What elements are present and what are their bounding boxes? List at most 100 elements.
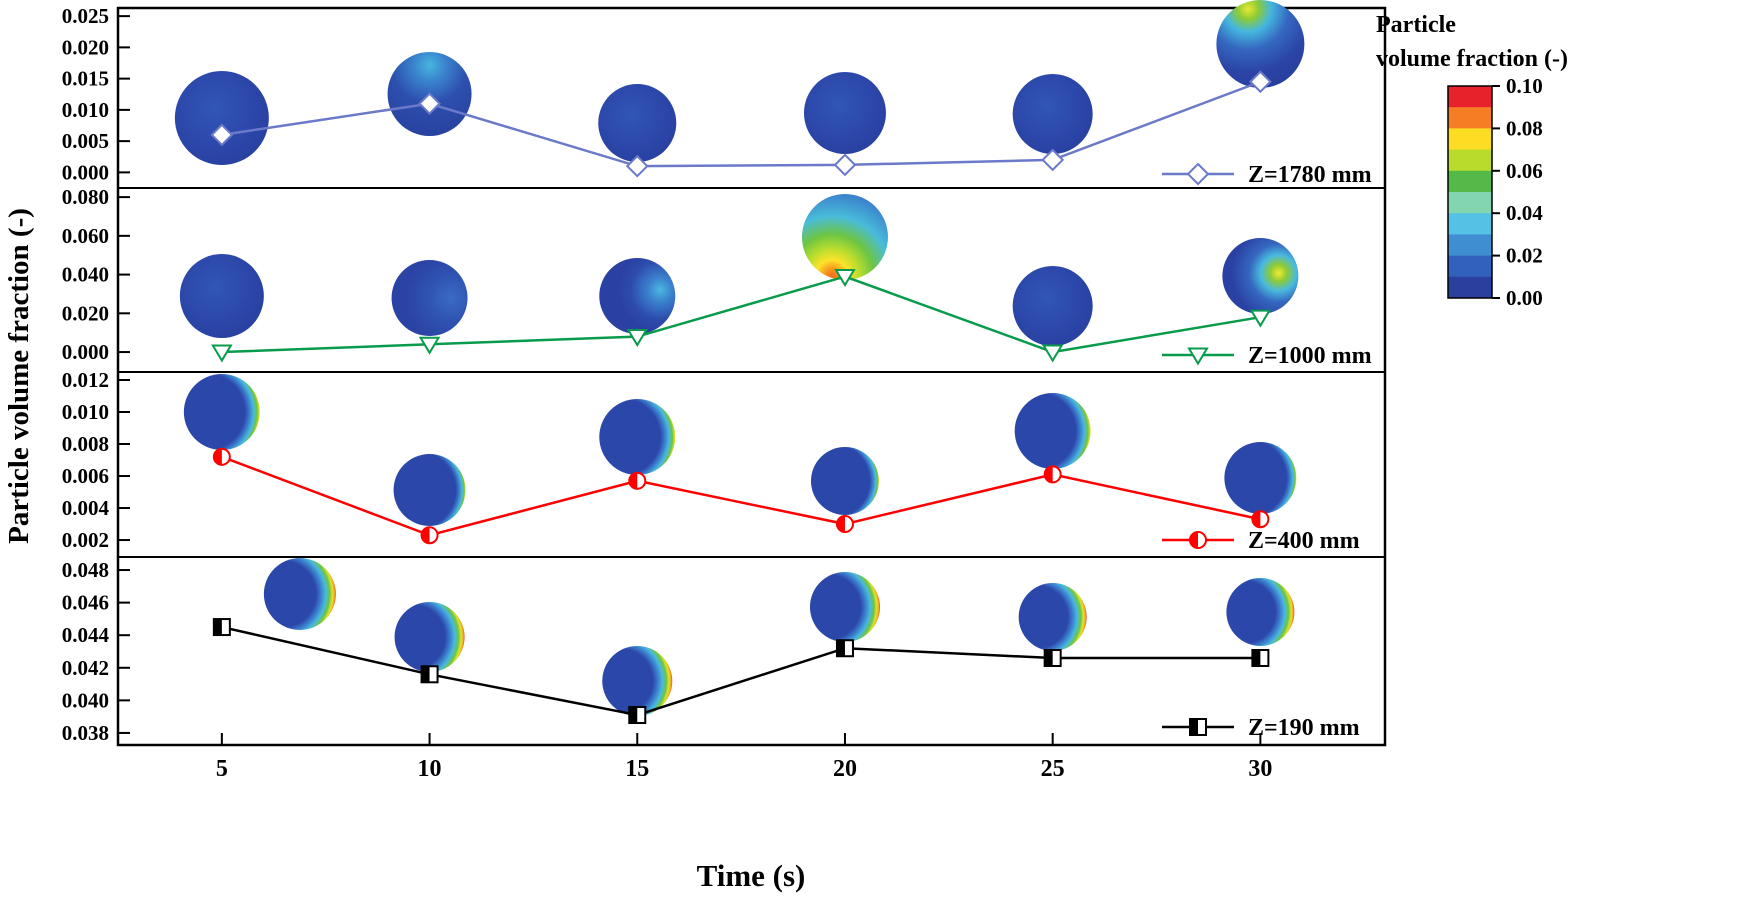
contour-inset-z1000-t5 [179,254,264,338]
colorbar-tick-label: 0.00 [1506,286,1543,310]
data-marker-z1000-t15 [626,329,649,347]
y-axis-title: Particle volume fraction (-) [3,208,35,544]
y-tick-label: 0.015 [62,67,109,91]
contour-insets [174,0,1305,716]
y-tick-label: 0.020 [62,35,109,59]
contour-inset-z400-t30 [1224,442,1297,514]
data-marker-z190-t30-fill [1252,650,1261,667]
y-tick-label: 0.060 [62,224,109,248]
contour-inset-z400-t25 [1014,393,1091,469]
series-line-z1000 [221,275,1261,354]
contour-inset-z1000-t15 [599,258,676,334]
contour-inset-z1780-t20 [803,72,886,154]
contour-inset-z1000-t30 [1222,238,1299,314]
data-marker-z1780-t5 [210,123,234,147]
legend-marker-z1780 [1186,162,1210,186]
contour-inset-z1780-t5 [174,71,269,165]
data-marker-z190-t15-fill [629,707,638,724]
data-marker-z1000-t5 [211,344,233,363]
y-tick-label: 0.010 [62,400,109,424]
contour-inset-z1000-t20 [801,194,888,280]
x-tick-label: 15 [625,756,649,782]
data-marker-z1000-t25 [1041,344,1064,363]
colorbar-band [1448,234,1492,257]
y-tick-label: 0.004 [62,496,110,520]
data-marker-z400-t5-fill [213,448,222,465]
contour-inset-z190-t5 [263,558,336,630]
data-marker-z190-t20-fill [836,640,845,657]
y-tick-label: 0.080 [62,185,109,209]
y-tick-label: 0.012 [62,368,109,392]
contour-inset-z400-t20 [810,447,879,515]
x-tick-label: 10 [418,756,442,782]
colorbar-band [1448,213,1492,235]
contour-inset-z1780-t30 [1216,0,1305,88]
legend-label-z400: Z=400 mm [1248,528,1360,554]
colorbar-tick-label: 0.02 [1506,244,1543,268]
colorbar-tick-label: 0.04 [1506,201,1543,225]
y-tick-label: 0.002 [62,528,109,552]
y-tick-label: 0.010 [62,98,109,122]
plot-frame [116,6,1387,747]
data-marker-z400-t30-fill [1252,511,1261,528]
contour-inset-z190-t25 [1018,583,1087,651]
y-tick-label: 0.048 [62,558,109,582]
y-tick-label: 0.006 [62,464,109,488]
legend-marker-z1000 [1187,347,1209,366]
colorbar-tick-label: 0.06 [1506,159,1543,183]
contour-inset-z1000-t10 [391,260,468,336]
colorbar: 0.10 0.08 0.06 0.04 0.02 0.00 [1447,74,1543,310]
data-marker-z400-t25-fill [1044,466,1053,483]
x-tick-label: 5 [216,756,228,782]
y-tick-label: 0.038 [62,721,109,745]
data-marker-z190-t10-fill [421,666,430,683]
data-series [210,70,1272,725]
data-marker-z1780-t20 [833,153,857,177]
colorbar-title-line2: volume fraction (-) [1376,46,1568,72]
colorbar-band [1448,149,1492,172]
colorbar-band [1448,86,1492,108]
colorbar-band [1448,192,1492,214]
data-marker-z190-t25-fill [1044,650,1053,667]
legend-label-z190: Z=190 mm [1248,715,1360,741]
data-marker-z400-t20-fill [836,516,845,533]
data-marker-z1000-t20 [834,269,856,287]
series-line-z400 [221,455,1261,537]
contour-inset-z190-t30 [1226,578,1295,646]
x-tick-label: 30 [1248,756,1272,782]
colorbar-band [1448,170,1492,193]
colorbar-tick-label: 0.10 [1506,74,1543,98]
data-marker-z190-t5-fill [213,619,222,636]
y-tick-label: 0.040 [62,688,109,712]
y-tick-label: 0.000 [62,160,109,184]
y-tick-label: 0.025 [62,4,109,28]
legend-label-z1780: Z=1780 mm [1248,162,1372,188]
series-line-z1780 [221,80,1261,168]
colorbar-tick-label: 0.08 [1506,116,1543,140]
contour-inset-z1780-t25 [1012,74,1093,154]
y-tick-label: 0.046 [62,591,109,615]
colorbar-band [1448,107,1492,129]
colorbar-band [1448,255,1492,278]
data-marker-z1780-t25 [1041,148,1065,172]
contour-inset-z1780-t15 [598,84,677,162]
y-tick-label: 0.005 [62,129,109,153]
y-tick-label: 0.042 [62,656,109,680]
data-marker-z1780-t10 [418,92,441,116]
axis-ticks: 0.000 0.005 0.010 0.015 0.020 0.025 0.000 0.020… [62,4,1273,782]
legend-label-z1000: Z=1000 mm [1248,343,1372,369]
legends: Z=1780 mm Z=1000 mm Z=400 mm Z=190 mm [1162,162,1372,741]
series-line-z190 [221,625,1261,717]
data-marker-z400-t10-fill [421,527,430,544]
contour-inset-z190-t20 [809,572,880,642]
contour-inset-z190-t15 [602,646,673,716]
colorbar-border [1447,85,1493,299]
y-tick-label: 0.020 [62,301,109,325]
contour-inset-z400-t15 [599,399,676,475]
y-tick-label: 0.008 [62,432,109,456]
legend-marker-z190-fill [1190,719,1198,735]
data-marker-z1780-t30 [1248,70,1272,94]
x-axis-title: Time (s) [697,858,806,893]
